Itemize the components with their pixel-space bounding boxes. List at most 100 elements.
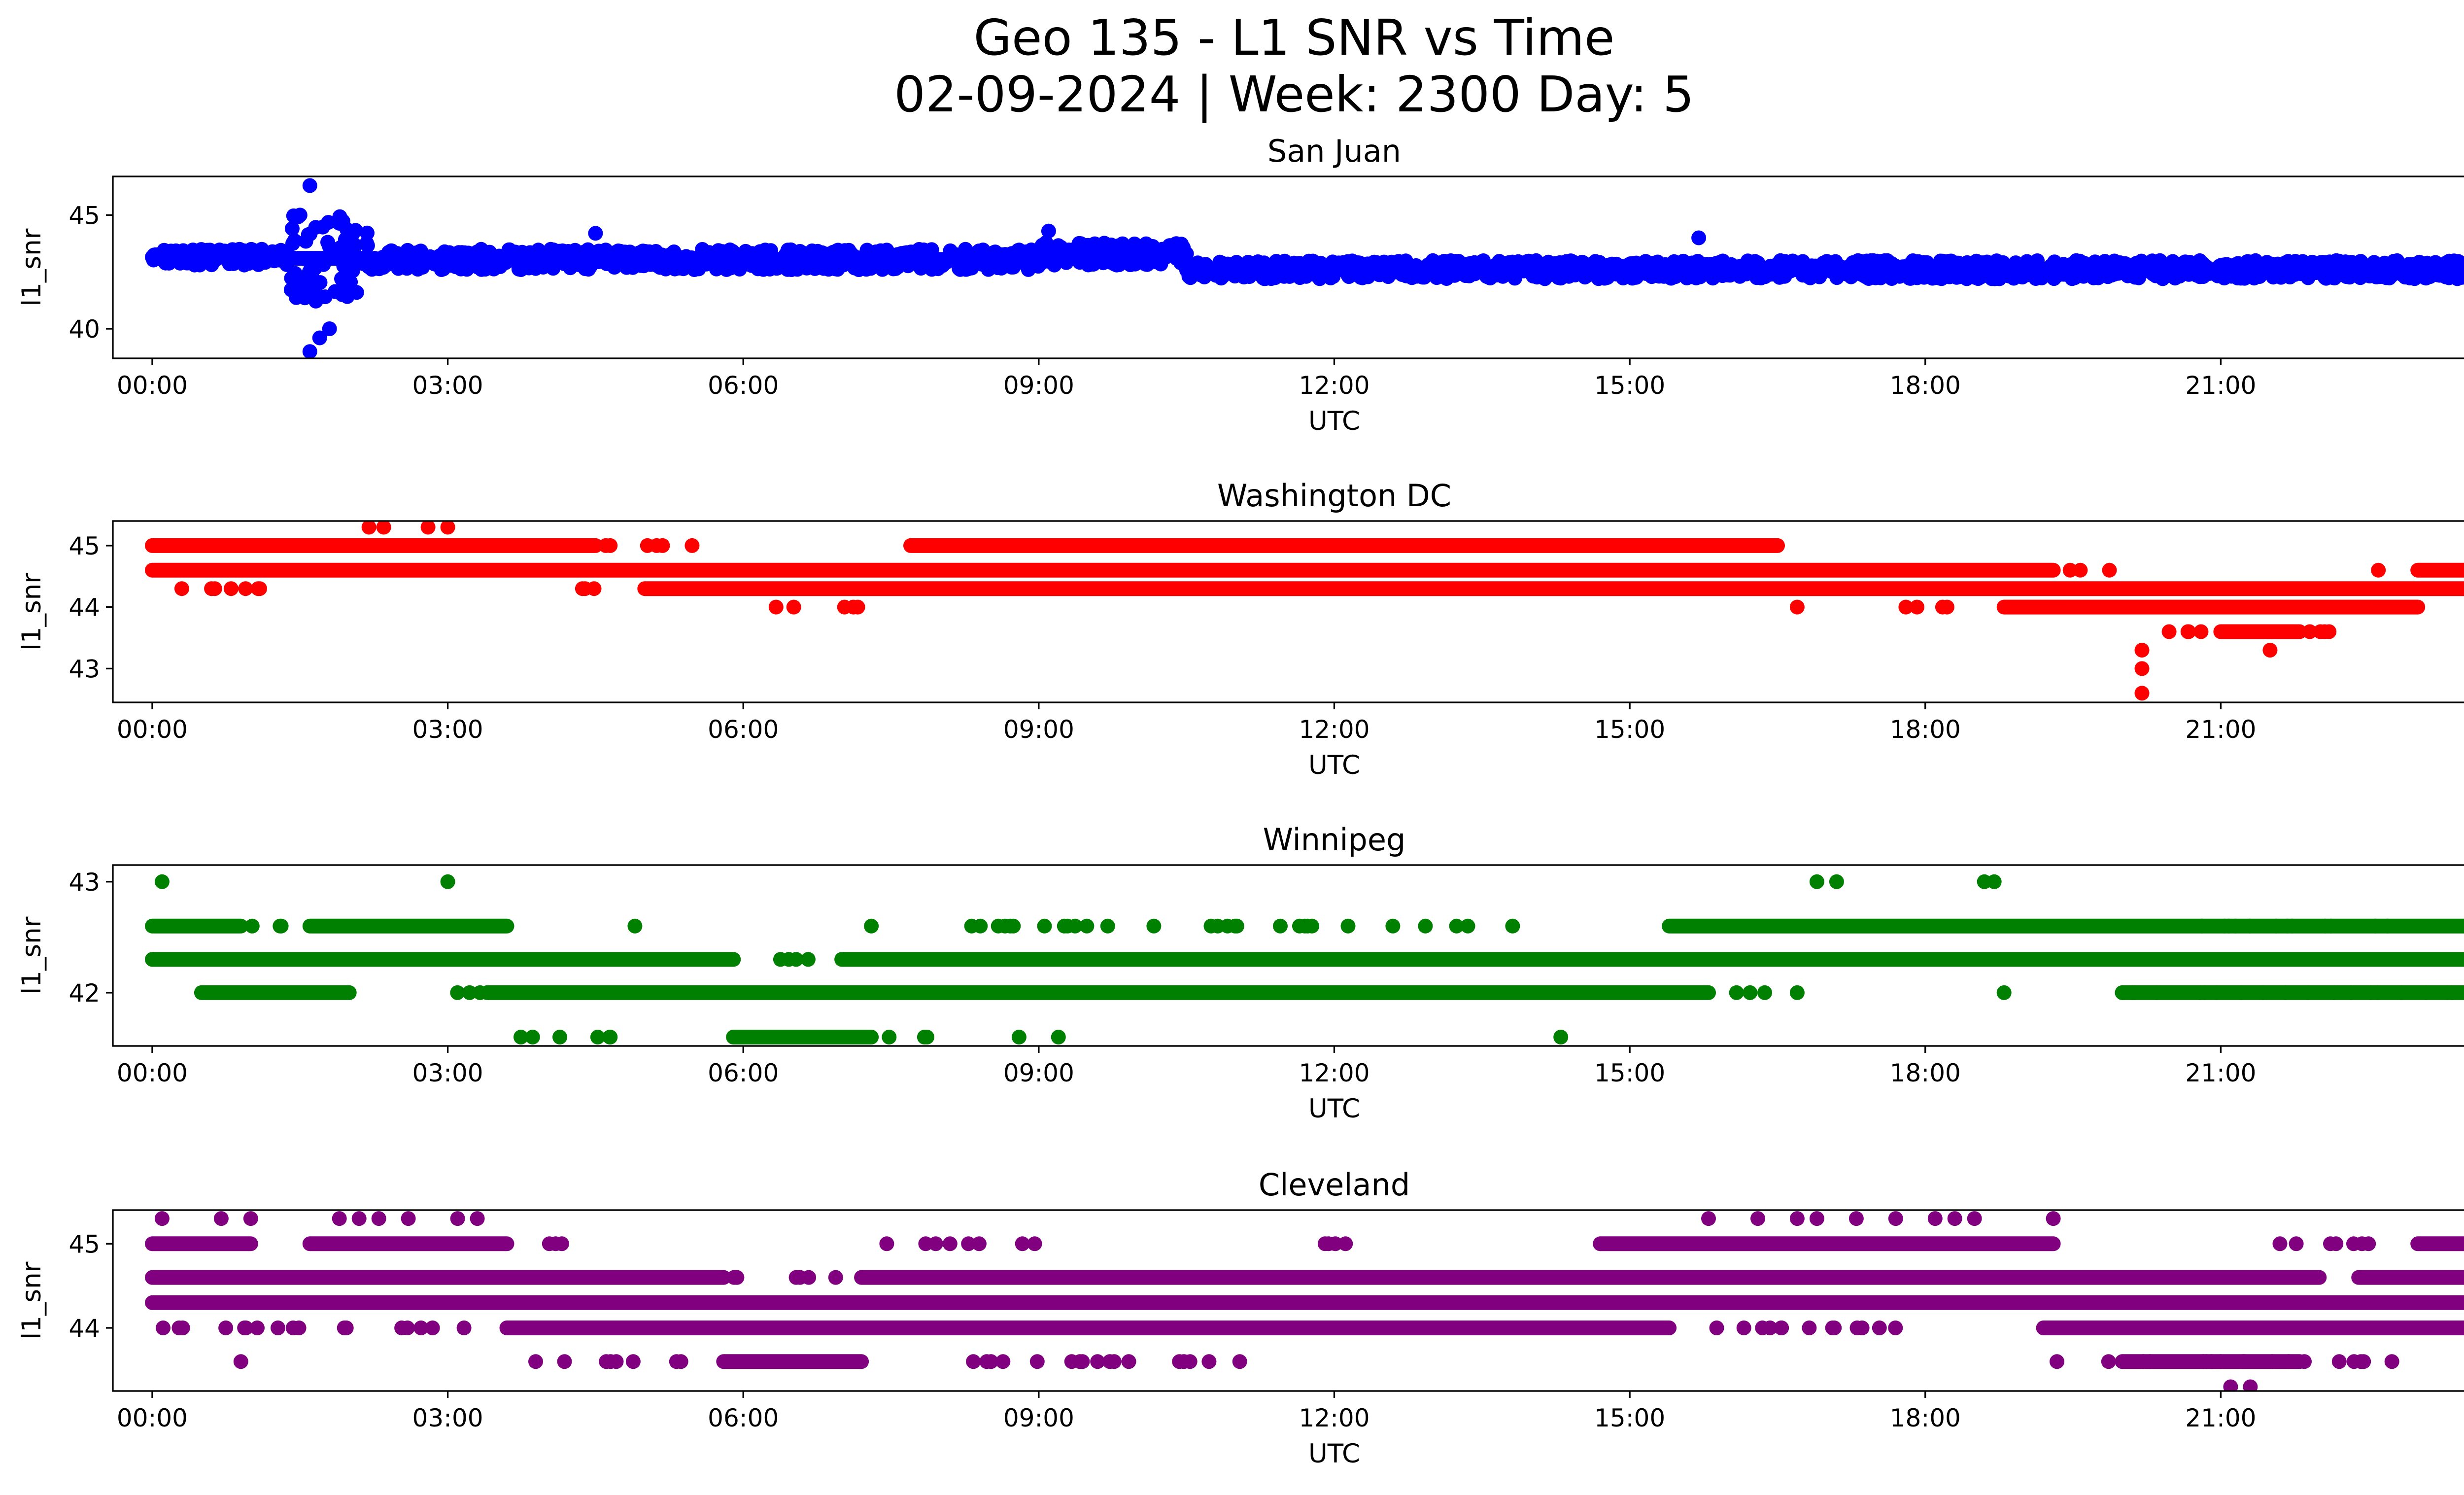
panel-winnipeg-row-point <box>1079 918 1095 934</box>
panel-cleveland-row-point <box>1762 1321 1778 1335</box>
panel-winnipeg-row-point <box>274 918 289 934</box>
panel-cleveland-row-point <box>879 1236 894 1252</box>
panel-winnipeg-x-tick-label: 06:00 <box>708 1059 779 1087</box>
panel-winnipeg-row-point <box>1729 985 1744 1000</box>
panel-winnipeg-x-tick-label: 09:00 <box>1003 1059 1074 1087</box>
panel-san-juan-point <box>322 321 337 336</box>
panel-winnipeg-row-point <box>773 952 788 967</box>
panel-winnipeg-row-point <box>1273 918 1288 934</box>
panel-cleveland-row-point <box>1232 1354 1247 1369</box>
panel-winnipeg-row-point <box>997 918 1013 934</box>
panel-san-juan-band-point <box>349 285 364 300</box>
panel-cleveland-row-point <box>1854 1321 1870 1335</box>
panel-winnipeg-x-tick-label: 00:00 <box>117 1059 188 1087</box>
panel-washington-dc-y-tick-label: 43 <box>68 655 100 683</box>
panel-winnipeg-row-point <box>2194 918 2210 934</box>
panel-winnipeg-row-point <box>2380 918 2395 934</box>
panel-washington-dc-row-point <box>2180 624 2195 639</box>
panel-cleveland-row-point <box>2195 1354 2211 1369</box>
panel-san-juan-x-axis-label: UTC <box>1308 406 1360 436</box>
panel-cleveland-row-point <box>2272 1236 2288 1252</box>
panel-washington-dc-point <box>2371 562 2386 578</box>
panel-cleveland-x-tick-label: 03:00 <box>412 1404 483 1432</box>
panel-winnipeg-row-point <box>1100 918 1115 934</box>
panel-washington-dc-row-point <box>2302 624 2318 639</box>
panel-san-juan-x-tick-label: 00:00 <box>117 371 188 400</box>
panel-cleveland-x-tick-label: 06:00 <box>708 1404 779 1432</box>
panel-cleveland-row-point <box>2346 1236 2361 1252</box>
panel-washington-dc-title: Washington DC <box>1217 478 1451 514</box>
panel-san-juan-title: San Juan <box>1267 133 1401 169</box>
panel-cleveland-point <box>154 1211 170 1226</box>
panel-winnipeg-point <box>1996 985 2012 1000</box>
panel-san-juan-band-point <box>320 235 335 250</box>
panel-winnipeg-row-point <box>1037 918 1052 934</box>
panel-winnipeg-row-point <box>882 1030 897 1044</box>
panel-cleveland-row-point <box>1709 1321 1724 1335</box>
panel-washington-dc-point <box>361 521 376 535</box>
panel-winnipeg-row-point <box>2327 985 2342 1000</box>
panel-cleveland-row-point <box>2289 1236 2304 1252</box>
panel-winnipeg-row-point <box>1449 918 1464 934</box>
panel-san-juan-y-axis-label: l1_snr <box>17 228 47 306</box>
panel-san-juan-y-tick-label: 40 <box>68 315 100 344</box>
panel-san-juan-band-point <box>301 227 316 242</box>
panel-washington-dc-row-point <box>598 538 614 553</box>
panel-cleveland-x-axis-label: UTC <box>1308 1439 1360 1469</box>
panel-cleveland-row-point <box>2346 1354 2361 1369</box>
panel-winnipeg: Winnipeg 00:00 03:00 06:00 09:00 12:00 15:00 18… <box>17 822 2464 1124</box>
panel-cleveland-point <box>1809 1211 1824 1226</box>
panel-cleveland-point <box>2361 1236 2376 1252</box>
panel-washington-dc-point <box>174 581 189 596</box>
panel-winnipeg-row-point <box>1340 918 1356 934</box>
panel-cleveland-y-tick-label: 45 <box>68 1230 100 1258</box>
panel-cleveland-x-tick-label: 15:00 <box>1594 1404 1665 1432</box>
panel-winnipeg-row-point <box>2278 985 2293 1000</box>
panel-cleveland-row-point <box>250 1321 265 1335</box>
panel-winnipeg-row-point <box>2242 918 2257 934</box>
panel-san-juan-band-point <box>284 221 300 236</box>
panel-cleveland-point <box>1947 1211 1962 1226</box>
panel-winnipeg-row-point <box>2367 918 2383 934</box>
panel-washington-dc-point <box>2134 686 2150 701</box>
panel-san-juan-point <box>588 226 603 241</box>
panel-cleveland-row-point <box>400 1321 415 1335</box>
panel-cleveland-row-point <box>1121 1354 1136 1369</box>
panel-cleveland-row-point <box>2384 1354 2399 1369</box>
panel-washington-dc-row-point <box>846 599 861 615</box>
panel-washington-dc-row-point <box>768 599 784 615</box>
panel-cleveland-point <box>2046 1211 2061 1226</box>
panel-winnipeg-point <box>2440 985 2455 1000</box>
panel-cleveland-row-point <box>1027 1236 1042 1252</box>
panel-washington-dc-point <box>420 521 436 535</box>
panel-winnipeg-point <box>627 918 643 934</box>
panel-winnipeg-row-point <box>1418 918 1433 934</box>
panel-cleveland-x-tick-label: 00:00 <box>117 1404 188 1432</box>
panel-cleveland-point <box>332 1211 347 1226</box>
panel-san-juan-x-tick-label: 03:00 <box>412 371 483 400</box>
panel-washington-dc-x-tick-label: 18:00 <box>1890 715 1961 744</box>
panel-washington-dc-row-point <box>2285 624 2299 639</box>
panel-cleveland-point <box>1888 1211 1903 1226</box>
panel-san-juan-y-tick-label: 45 <box>68 201 100 230</box>
panel-winnipeg-x-tick-label: 15:00 <box>1594 1059 1665 1087</box>
panel-cleveland-row-point <box>625 1354 641 1369</box>
panel-winnipeg-row-point <box>1385 918 1401 934</box>
panel-winnipeg-row-point <box>788 952 804 967</box>
panel-san-juan-band-point <box>289 290 304 305</box>
panel-cleveland-row-point <box>1201 1354 1217 1369</box>
panel-cleveland-row-point <box>1827 1321 1842 1335</box>
panel-winnipeg-x-tick-label: 21:00 <box>2185 1059 2256 1087</box>
panel-washington-dc-row-point <box>2073 562 2088 578</box>
panel-washington-dc-x-tick-label: 03:00 <box>412 715 483 744</box>
panel-winnipeg-row-point <box>2217 918 2232 934</box>
panel-winnipeg-point <box>154 874 170 889</box>
panel-winnipeg-point <box>864 918 879 934</box>
panel-washington-dc-y-tick-label: 45 <box>68 532 100 560</box>
panel-winnipeg-points <box>145 874 2464 1044</box>
panel-cleveland-row-point <box>171 1321 187 1335</box>
panel-winnipeg-row-point <box>462 985 477 1000</box>
panel-winnipeg-row-point <box>1460 918 1475 934</box>
panel-winnipeg-point <box>1829 874 1844 889</box>
